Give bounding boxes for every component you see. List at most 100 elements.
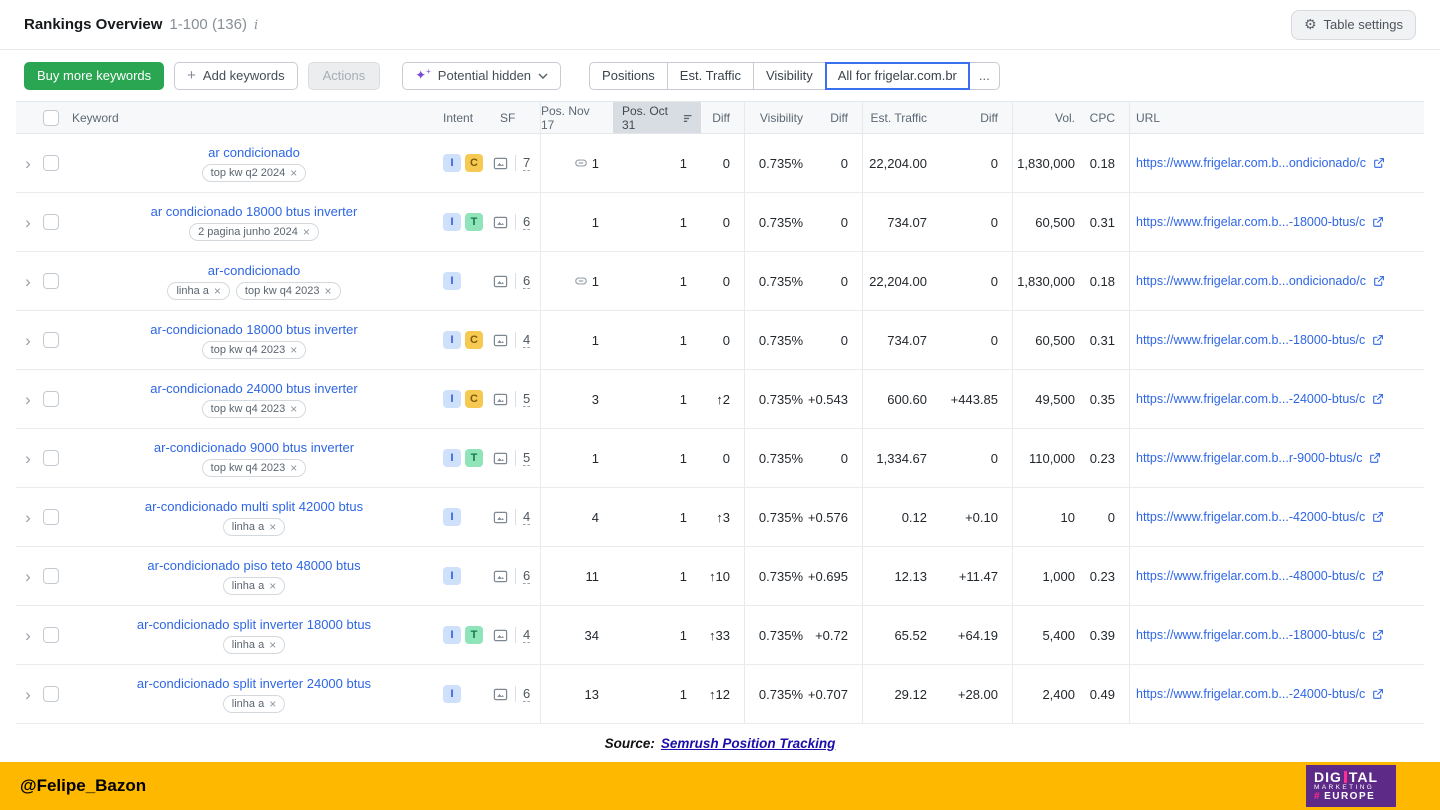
row-checkbox[interactable] bbox=[43, 391, 59, 407]
url-link[interactable]: https://www.frigelar.com.b...-18000-btus… bbox=[1136, 333, 1366, 347]
keyword-tag[interactable]: top kw q4 2023 × bbox=[201, 458, 307, 477]
keyword-link[interactable]: ar-condicionado split inverter 18000 btu… bbox=[136, 616, 372, 632]
serp-features-count[interactable]: 6 bbox=[523, 214, 531, 230]
serp-features-count[interactable]: 6 bbox=[523, 568, 531, 584]
tab-est-traffic[interactable]: Est. Traffic bbox=[666, 61, 754, 90]
expand-row-chevron-icon[interactable]: › bbox=[25, 625, 31, 645]
external-link-icon[interactable] bbox=[1371, 216, 1384, 229]
url-link[interactable]: https://www.frigelar.com.b...-48000-btus… bbox=[1136, 569, 1366, 583]
keyword-link[interactable]: ar-condicionado 9000 btus inverter bbox=[153, 439, 355, 455]
serp-features-count[interactable]: 5 bbox=[523, 450, 531, 466]
source-link[interactable]: Semrush Position Tracking bbox=[660, 735, 836, 751]
serp-features-count[interactable]: 5 bbox=[523, 391, 531, 407]
url-link[interactable]: https://www.frigelar.com.b...-18000-btus… bbox=[1136, 628, 1366, 642]
tag-remove-icon[interactable]: × bbox=[213, 283, 221, 298]
tag-remove-icon[interactable]: × bbox=[269, 637, 277, 652]
external-link-icon[interactable] bbox=[1371, 334, 1384, 347]
col-visibility[interactable]: Visibility bbox=[759, 110, 803, 125]
tag-remove-icon[interactable]: × bbox=[324, 283, 332, 298]
row-checkbox[interactable] bbox=[43, 450, 59, 466]
keyword-link[interactable]: ar-condicionado 24000 btus inverter bbox=[150, 380, 358, 396]
url-link[interactable]: https://www.frigelar.com.b...-24000-btus… bbox=[1136, 392, 1366, 406]
tab-visibility[interactable]: Visibility bbox=[752, 61, 826, 90]
col-url[interactable]: URL bbox=[1136, 110, 1161, 125]
add-keywords-button[interactable]: + Add keywords bbox=[174, 61, 298, 90]
serp-features-count[interactable]: 6 bbox=[523, 273, 531, 289]
expand-row-chevron-icon[interactable]: › bbox=[25, 212, 31, 232]
external-link-icon[interactable] bbox=[1372, 275, 1385, 288]
col-est-traffic[interactable]: Est. Traffic bbox=[870, 110, 927, 125]
row-checkbox[interactable] bbox=[43, 332, 59, 348]
external-link-icon[interactable] bbox=[1371, 570, 1384, 583]
table-settings-button[interactable]: ⚙ Table settings bbox=[1290, 9, 1416, 40]
row-checkbox[interactable] bbox=[43, 273, 59, 289]
keyword-link[interactable]: ar-condicionado bbox=[207, 262, 301, 278]
serp-features-count[interactable]: 4 bbox=[523, 509, 531, 525]
col-pos-nov-17[interactable]: Pos. Nov 17 bbox=[541, 103, 590, 132]
row-checkbox[interactable] bbox=[43, 509, 59, 525]
expand-row-chevron-icon[interactable]: › bbox=[25, 271, 31, 291]
row-checkbox[interactable] bbox=[43, 686, 59, 702]
expand-row-chevron-icon[interactable]: › bbox=[25, 566, 31, 586]
url-link[interactable]: https://www.frigelar.com.b...r-9000-btus… bbox=[1136, 451, 1363, 465]
keyword-link[interactable]: ar condicionado bbox=[208, 144, 300, 160]
col-volume[interactable]: Vol. bbox=[1054, 110, 1075, 125]
row-checkbox[interactable] bbox=[43, 155, 59, 171]
url-link[interactable]: https://www.frigelar.com.b...ondicionado… bbox=[1136, 274, 1366, 288]
keyword-tag[interactable]: linha a × bbox=[222, 576, 286, 595]
expand-row-chevron-icon[interactable]: › bbox=[25, 448, 31, 468]
url-link[interactable]: https://www.frigelar.com.b...-18000-btus… bbox=[1136, 215, 1366, 229]
url-link[interactable]: https://www.frigelar.com.b...ondicionado… bbox=[1136, 156, 1366, 170]
keyword-tag[interactable]: 2 pagina junho 2024 × bbox=[189, 222, 319, 241]
col-keyword[interactable]: Keyword bbox=[72, 110, 119, 125]
row-checkbox[interactable] bbox=[43, 627, 59, 643]
expand-row-chevron-icon[interactable]: › bbox=[25, 330, 31, 350]
serp-features-count[interactable]: 6 bbox=[523, 686, 531, 702]
tag-remove-icon[interactable]: × bbox=[269, 696, 277, 711]
row-checkbox[interactable] bbox=[43, 214, 59, 230]
actions-button[interactable]: Actions bbox=[307, 61, 381, 90]
keyword-tag[interactable]: top kw q4 2023 × bbox=[201, 399, 307, 418]
keyword-tag[interactable]: linha a × bbox=[222, 635, 286, 654]
keyword-link[interactable]: ar-condicionado split inverter 24000 btu… bbox=[136, 675, 372, 691]
serp-features-count[interactable]: 7 bbox=[523, 155, 531, 171]
expand-row-chevron-icon[interactable]: › bbox=[25, 684, 31, 704]
url-link[interactable]: https://www.frigelar.com.b...-42000-btus… bbox=[1136, 510, 1366, 524]
tag-remove-icon[interactable]: × bbox=[302, 224, 310, 239]
external-link-icon[interactable] bbox=[1372, 157, 1385, 170]
keyword-tag[interactable]: top kw q2 2024 × bbox=[201, 163, 307, 182]
keyword-link[interactable]: ar-condicionado 18000 btus inverter bbox=[150, 321, 358, 337]
keyword-tag[interactable]: linha a × bbox=[222, 517, 286, 536]
col-diff-traffic[interactable]: Diff bbox=[941, 102, 1013, 133]
external-link-icon[interactable] bbox=[1371, 393, 1384, 406]
keyword-tag[interactable]: linha a × bbox=[167, 281, 230, 300]
row-checkbox[interactable] bbox=[43, 568, 59, 584]
external-link-icon[interactable] bbox=[1368, 452, 1381, 465]
tab-positions[interactable]: Positions bbox=[589, 61, 668, 90]
link-icon[interactable] bbox=[574, 156, 588, 170]
tag-remove-icon[interactable]: × bbox=[290, 165, 298, 180]
keyword-link[interactable]: ar condicionado 18000 btus inverter bbox=[150, 203, 358, 219]
expand-row-chevron-icon[interactable]: › bbox=[25, 389, 31, 409]
external-link-icon[interactable] bbox=[1371, 688, 1384, 701]
keyword-tag[interactable]: linha a × bbox=[222, 694, 286, 713]
col-intent[interactable]: Intent bbox=[443, 110, 474, 125]
col-diff-visibility[interactable]: Diff bbox=[817, 102, 863, 133]
link-icon[interactable] bbox=[574, 274, 588, 288]
expand-row-chevron-icon[interactable]: › bbox=[25, 153, 31, 173]
col-sf[interactable]: SF bbox=[491, 102, 541, 133]
serp-features-count[interactable]: 4 bbox=[523, 332, 531, 348]
tag-remove-icon[interactable]: × bbox=[290, 460, 298, 475]
keyword-link[interactable]: ar-condicionado multi split 42000 btus bbox=[144, 498, 364, 514]
tag-remove-icon[interactable]: × bbox=[269, 519, 277, 534]
keyword-tag[interactable]: top kw q4 2023 × bbox=[235, 281, 341, 300]
keyword-link[interactable]: ar-condicionado piso teto 48000 btus bbox=[147, 557, 361, 573]
tab-all-for-domain[interactable]: All for frigelar.com.br bbox=[824, 61, 970, 90]
col-pos-oct-31[interactable]: Pos. Oct 31 bbox=[613, 102, 701, 133]
url-link[interactable]: https://www.frigelar.com.b...-24000-btus… bbox=[1136, 687, 1366, 701]
external-link-icon[interactable] bbox=[1371, 629, 1384, 642]
external-link-icon[interactable] bbox=[1371, 511, 1384, 524]
tab-more[interactable]: ... bbox=[968, 61, 1000, 90]
expand-row-chevron-icon[interactable]: › bbox=[25, 507, 31, 527]
serp-features-count[interactable]: 4 bbox=[523, 627, 531, 643]
